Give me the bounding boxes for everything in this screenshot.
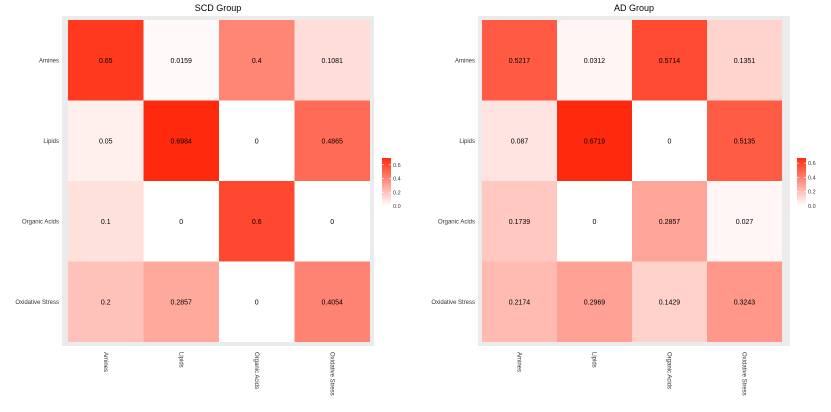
scd-x-tick-label: Lipids xyxy=(177,352,183,368)
ad-cell-oxidative-stress-lipids xyxy=(557,261,632,342)
scd-cell-label: 0 xyxy=(255,299,259,306)
scd-y-tick-label: Oxidative Stress xyxy=(15,300,59,306)
ad-cell-lipids-oxidative-stress xyxy=(707,100,782,181)
ad-group-title: AD Group xyxy=(614,3,654,13)
ad-x-tick-label: Lipids xyxy=(591,352,597,368)
ad-cell-oxidative-stress-organic-acids xyxy=(632,261,707,342)
ad-x-tick-label: Oxidative Stress xyxy=(741,352,747,396)
ad-y-tick-label: Oxidative Stress xyxy=(431,300,475,306)
ad-cell-label: 0.3243 xyxy=(734,299,756,306)
scd-cell-label: 0.0159 xyxy=(171,58,193,65)
scd-x-tick-label: Amines xyxy=(102,352,108,372)
scd-cell-oxidative-stress-amines xyxy=(68,261,144,342)
ad-cell-amines-oxidative-stress xyxy=(707,20,782,101)
scd-cell-organic-acids-amines xyxy=(68,181,144,262)
ad-y-tick-label: Organic Acids xyxy=(438,219,475,225)
ad-cell-label: 0.1739 xyxy=(509,219,531,226)
scd-cell-label: 0.4865 xyxy=(322,138,344,145)
ad-legend-label: 0.2 xyxy=(808,190,816,196)
ad-cell-label: 0.2174 xyxy=(509,299,531,306)
scd-cell-oxidative-stress-organic-acids xyxy=(219,261,295,342)
scd-cell-label: 0.4 xyxy=(252,58,262,65)
ad-cell-label: 0.0312 xyxy=(584,58,606,65)
ad-y-tick-label: Lipids xyxy=(459,139,475,145)
scd-cell-label: 0 xyxy=(179,219,183,226)
scd-cell-lipids-organic-acids xyxy=(219,100,295,181)
ad-cell-label: 0.087 xyxy=(511,138,529,145)
ad-cell-label: 0.2857 xyxy=(659,219,681,226)
scd-legend-label: 0.6 xyxy=(393,163,401,169)
scd-legend-colorbar xyxy=(382,158,391,206)
ad-cell-label: 0.5217 xyxy=(509,58,531,65)
scd-group-heatmap: SCD Group 0.65 0.0159 0.4 0.1081 0.05 0.6984 0… xyxy=(15,3,400,396)
ad-x-tick-label: Organic Acids xyxy=(666,352,672,389)
ad-cell-organic-acids-oxidative-stress xyxy=(707,181,782,262)
scd-cell-amines-oxidative-stress xyxy=(294,20,370,101)
ad-legend-label: 0.6 xyxy=(808,161,816,167)
ad-cell-lipids-amines xyxy=(482,100,557,181)
scd-group-title: SCD Group xyxy=(195,3,242,13)
scd-cell-lipids-lipids xyxy=(143,100,219,181)
ad-cell-label: 0.1429 xyxy=(659,299,681,306)
ad-cell-organic-acids-organic-acids xyxy=(632,181,707,262)
scd-cell-organic-acids-oxidative-stress xyxy=(294,181,370,262)
scd-cell-label: 0.1081 xyxy=(322,58,344,65)
ad-cell-organic-acids-lipids xyxy=(557,181,632,262)
scd-cell-label: 0.2 xyxy=(101,299,111,306)
ad-y-tick-label: Amines xyxy=(455,58,475,64)
ad-cell-label: 0.1351 xyxy=(734,58,756,65)
scd-cell-lipids-oxidative-stress xyxy=(294,100,370,181)
scd-cell-label: 0.6984 xyxy=(171,138,193,145)
ad-cell-oxidative-stress-oxidative-stress xyxy=(707,261,782,342)
ad-cell-label: 0.5714 xyxy=(659,58,681,65)
ad-cell-amines-amines xyxy=(482,20,557,101)
scd-cell-oxidative-stress-oxidative-stress xyxy=(294,261,370,342)
ad-group-heatmap: AD Group 0.5217 0.0312 0.5714 0.1351 0.087 0.… xyxy=(431,3,815,396)
scd-cell-label: 0.6 xyxy=(252,219,262,226)
scd-legend-label: 0.2 xyxy=(393,190,401,196)
scd-cell-label: 0.2857 xyxy=(171,299,193,306)
ad-cell-lipids-lipids xyxy=(557,100,632,181)
scd-cell-lipids-amines xyxy=(68,100,144,181)
scd-cell-amines-amines xyxy=(68,20,144,101)
ad-cell-amines-lipids xyxy=(557,20,632,101)
ad-cell-label: 0 xyxy=(593,219,597,226)
scd-cell-amines-organic-acids xyxy=(219,20,295,101)
ad-cell-amines-organic-acids xyxy=(632,20,707,101)
ad-cell-organic-acids-amines xyxy=(482,181,557,262)
scd-cell-label: 0.4054 xyxy=(322,299,344,306)
ad-cell-label: 0.027 xyxy=(736,219,754,226)
scd-legend-label: 0.4 xyxy=(393,177,401,183)
scd-legend-label: 0.0 xyxy=(393,204,401,210)
ad-x-tick-label: Amines xyxy=(516,352,522,372)
scd-cell-organic-acids-organic-acids xyxy=(219,181,295,262)
scd-cell-amines-lipids xyxy=(143,20,219,101)
ad-cell-label: 0.5135 xyxy=(734,138,756,145)
scd-cell-label: 0.1 xyxy=(101,219,111,226)
scd-x-tick-label: Organic Acids xyxy=(253,352,259,389)
ad-legend-colorbar xyxy=(797,158,806,206)
ad-cell-label: 0.6719 xyxy=(584,138,606,145)
scd-y-tick-label: Amines xyxy=(39,58,59,64)
scd-y-tick-label: Organic Acids xyxy=(22,219,59,225)
scd-cell-organic-acids-lipids xyxy=(143,181,219,262)
scd-cell-label: 0 xyxy=(330,219,334,226)
scd-cell-label: 0.65 xyxy=(99,58,113,65)
ad-legend-label: 0.0 xyxy=(808,204,816,210)
ad-cell-label: 0.2969 xyxy=(584,299,606,306)
scd-cell-label: 0.05 xyxy=(99,138,113,145)
scd-cell-label: 0 xyxy=(255,138,259,145)
scd-cell-oxidative-stress-lipids xyxy=(143,261,219,342)
scd-y-tick-label: Lipids xyxy=(43,139,59,145)
scd-x-tick-label: Oxidative Stress xyxy=(328,352,334,396)
ad-cell-lipids-organic-acids xyxy=(632,100,707,181)
ad-legend-label: 0.4 xyxy=(808,175,816,181)
ad-cell-oxidative-stress-amines xyxy=(482,261,557,342)
ad-cell-label: 0 xyxy=(668,138,672,145)
